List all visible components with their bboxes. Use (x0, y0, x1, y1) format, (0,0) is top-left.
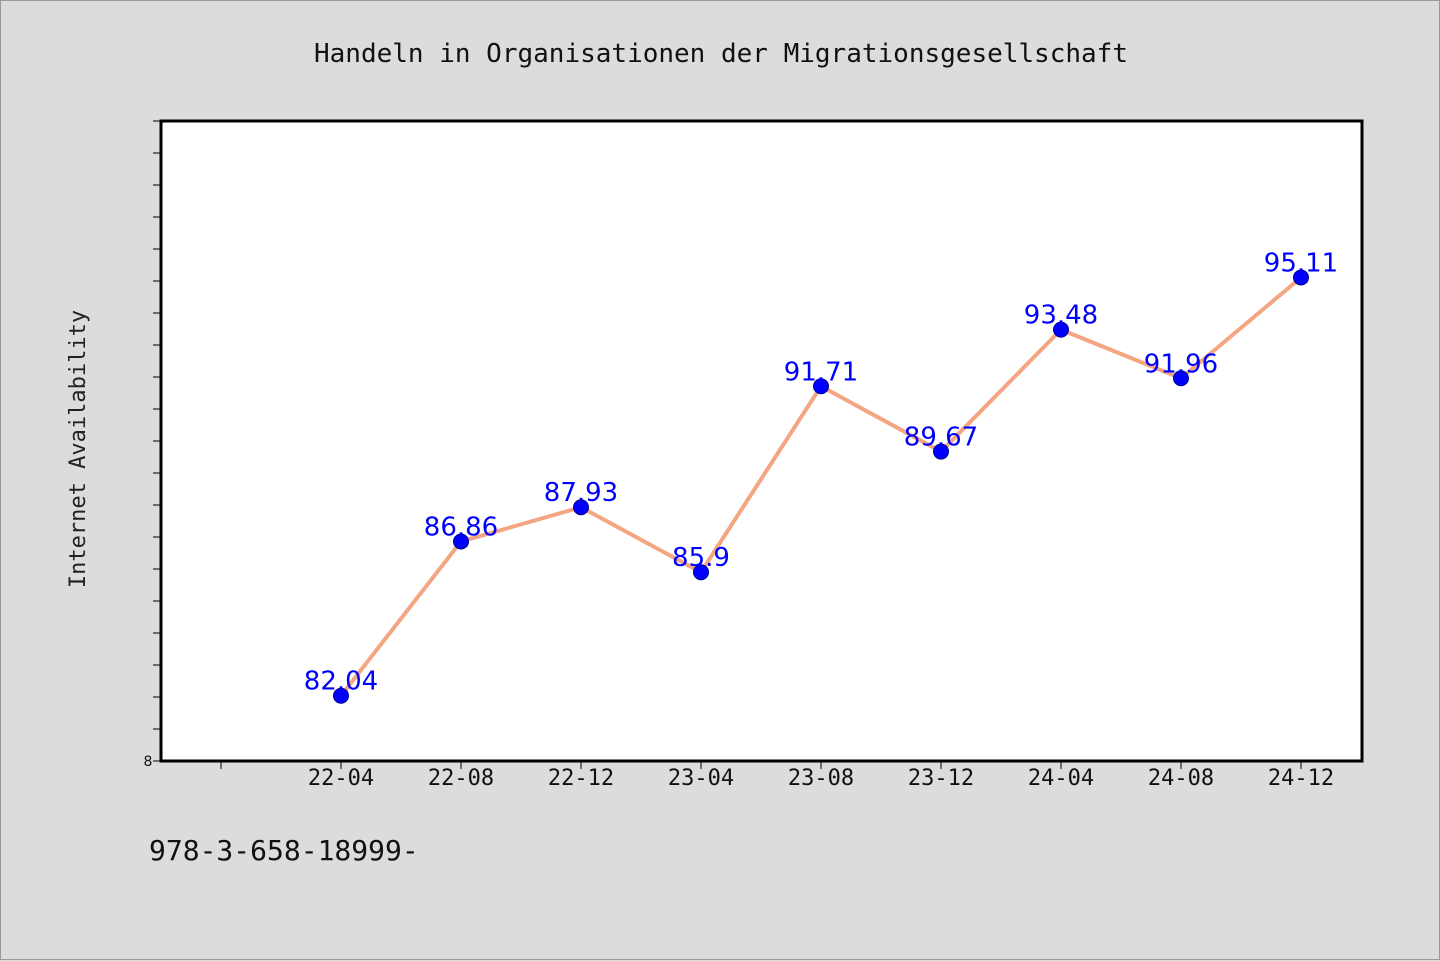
data-point (1293, 269, 1309, 286)
data-point (453, 533, 469, 550)
series-layer: 82.04 86.86 87.93 85.9 91.71 89.67 93.48 91.96 9… (304, 248, 1338, 704)
data-label: 91.96 (1144, 349, 1218, 379)
y-axis-min-label: 8 (144, 754, 153, 770)
data-point (693, 564, 709, 581)
x-tick-label: 22-12 (548, 766, 614, 791)
x-tick-label: 24-08 (1148, 766, 1214, 791)
y-axis-label: Internet Availability (66, 310, 91, 588)
data-label: 95.11 (1264, 248, 1338, 278)
x-tick-label: 23-08 (788, 766, 854, 791)
data-label: 89.67 (904, 423, 978, 453)
data-point (333, 687, 349, 704)
x-tick-label: 22-04 (308, 766, 374, 791)
data-label: 86.86 (424, 512, 498, 542)
data-point (1173, 370, 1189, 387)
x-tick-label: 23-12 (908, 766, 974, 791)
data-point (933, 443, 949, 460)
data-label: 87.93 (544, 478, 618, 508)
x-tick-label: 24-04 (1028, 766, 1094, 791)
y-axis-ticks (153, 120, 161, 762)
data-label: 93.48 (1024, 301, 1098, 331)
data-point (1053, 321, 1069, 338)
data-label: 82.04 (304, 667, 378, 697)
x-tick-label: 23-04 (668, 766, 734, 791)
x-tick-label: 22-08 (428, 766, 494, 791)
x-axis-ticks: 22-04 22-08 22-12 23-04 23-08 23-12 24-04 24-08… (220, 761, 1334, 791)
x-tick-label: 24-12 (1268, 766, 1334, 791)
data-point (813, 378, 829, 395)
footer-isbn: 978-3-658-18999- (149, 834, 419, 867)
plot-area (159, 119, 1364, 763)
chart-title: Handeln in Organisationen der Migrations… (314, 39, 1128, 69)
data-label: 85.9 (672, 543, 730, 573)
data-point (573, 499, 589, 516)
data-label: 91.71 (784, 357, 858, 387)
